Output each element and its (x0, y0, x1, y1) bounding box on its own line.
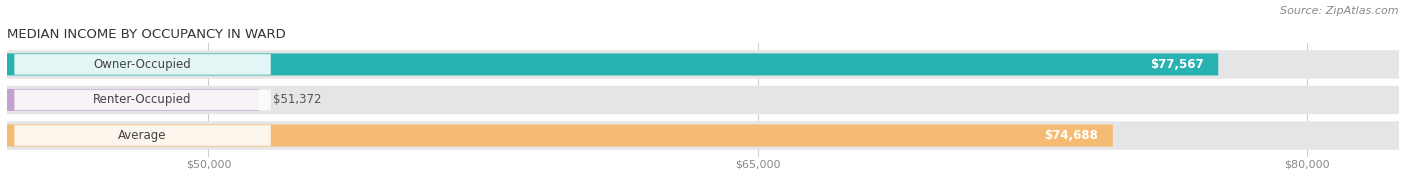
FancyBboxPatch shape (14, 54, 271, 75)
FancyBboxPatch shape (14, 90, 271, 110)
FancyBboxPatch shape (7, 50, 1399, 79)
FancyBboxPatch shape (7, 54, 1218, 75)
FancyBboxPatch shape (14, 125, 271, 146)
Text: $51,372: $51,372 (273, 93, 322, 106)
FancyBboxPatch shape (7, 89, 259, 111)
Text: Source: ZipAtlas.com: Source: ZipAtlas.com (1281, 6, 1399, 16)
FancyBboxPatch shape (7, 124, 1112, 146)
Text: $77,567: $77,567 (1150, 58, 1204, 71)
Text: $74,688: $74,688 (1045, 129, 1098, 142)
Text: Average: Average (118, 129, 167, 142)
Text: Owner-Occupied: Owner-Occupied (94, 58, 191, 71)
FancyBboxPatch shape (7, 121, 1399, 150)
Text: Renter-Occupied: Renter-Occupied (93, 93, 191, 106)
Text: MEDIAN INCOME BY OCCUPANCY IN WARD: MEDIAN INCOME BY OCCUPANCY IN WARD (7, 28, 285, 41)
FancyBboxPatch shape (7, 86, 1399, 114)
